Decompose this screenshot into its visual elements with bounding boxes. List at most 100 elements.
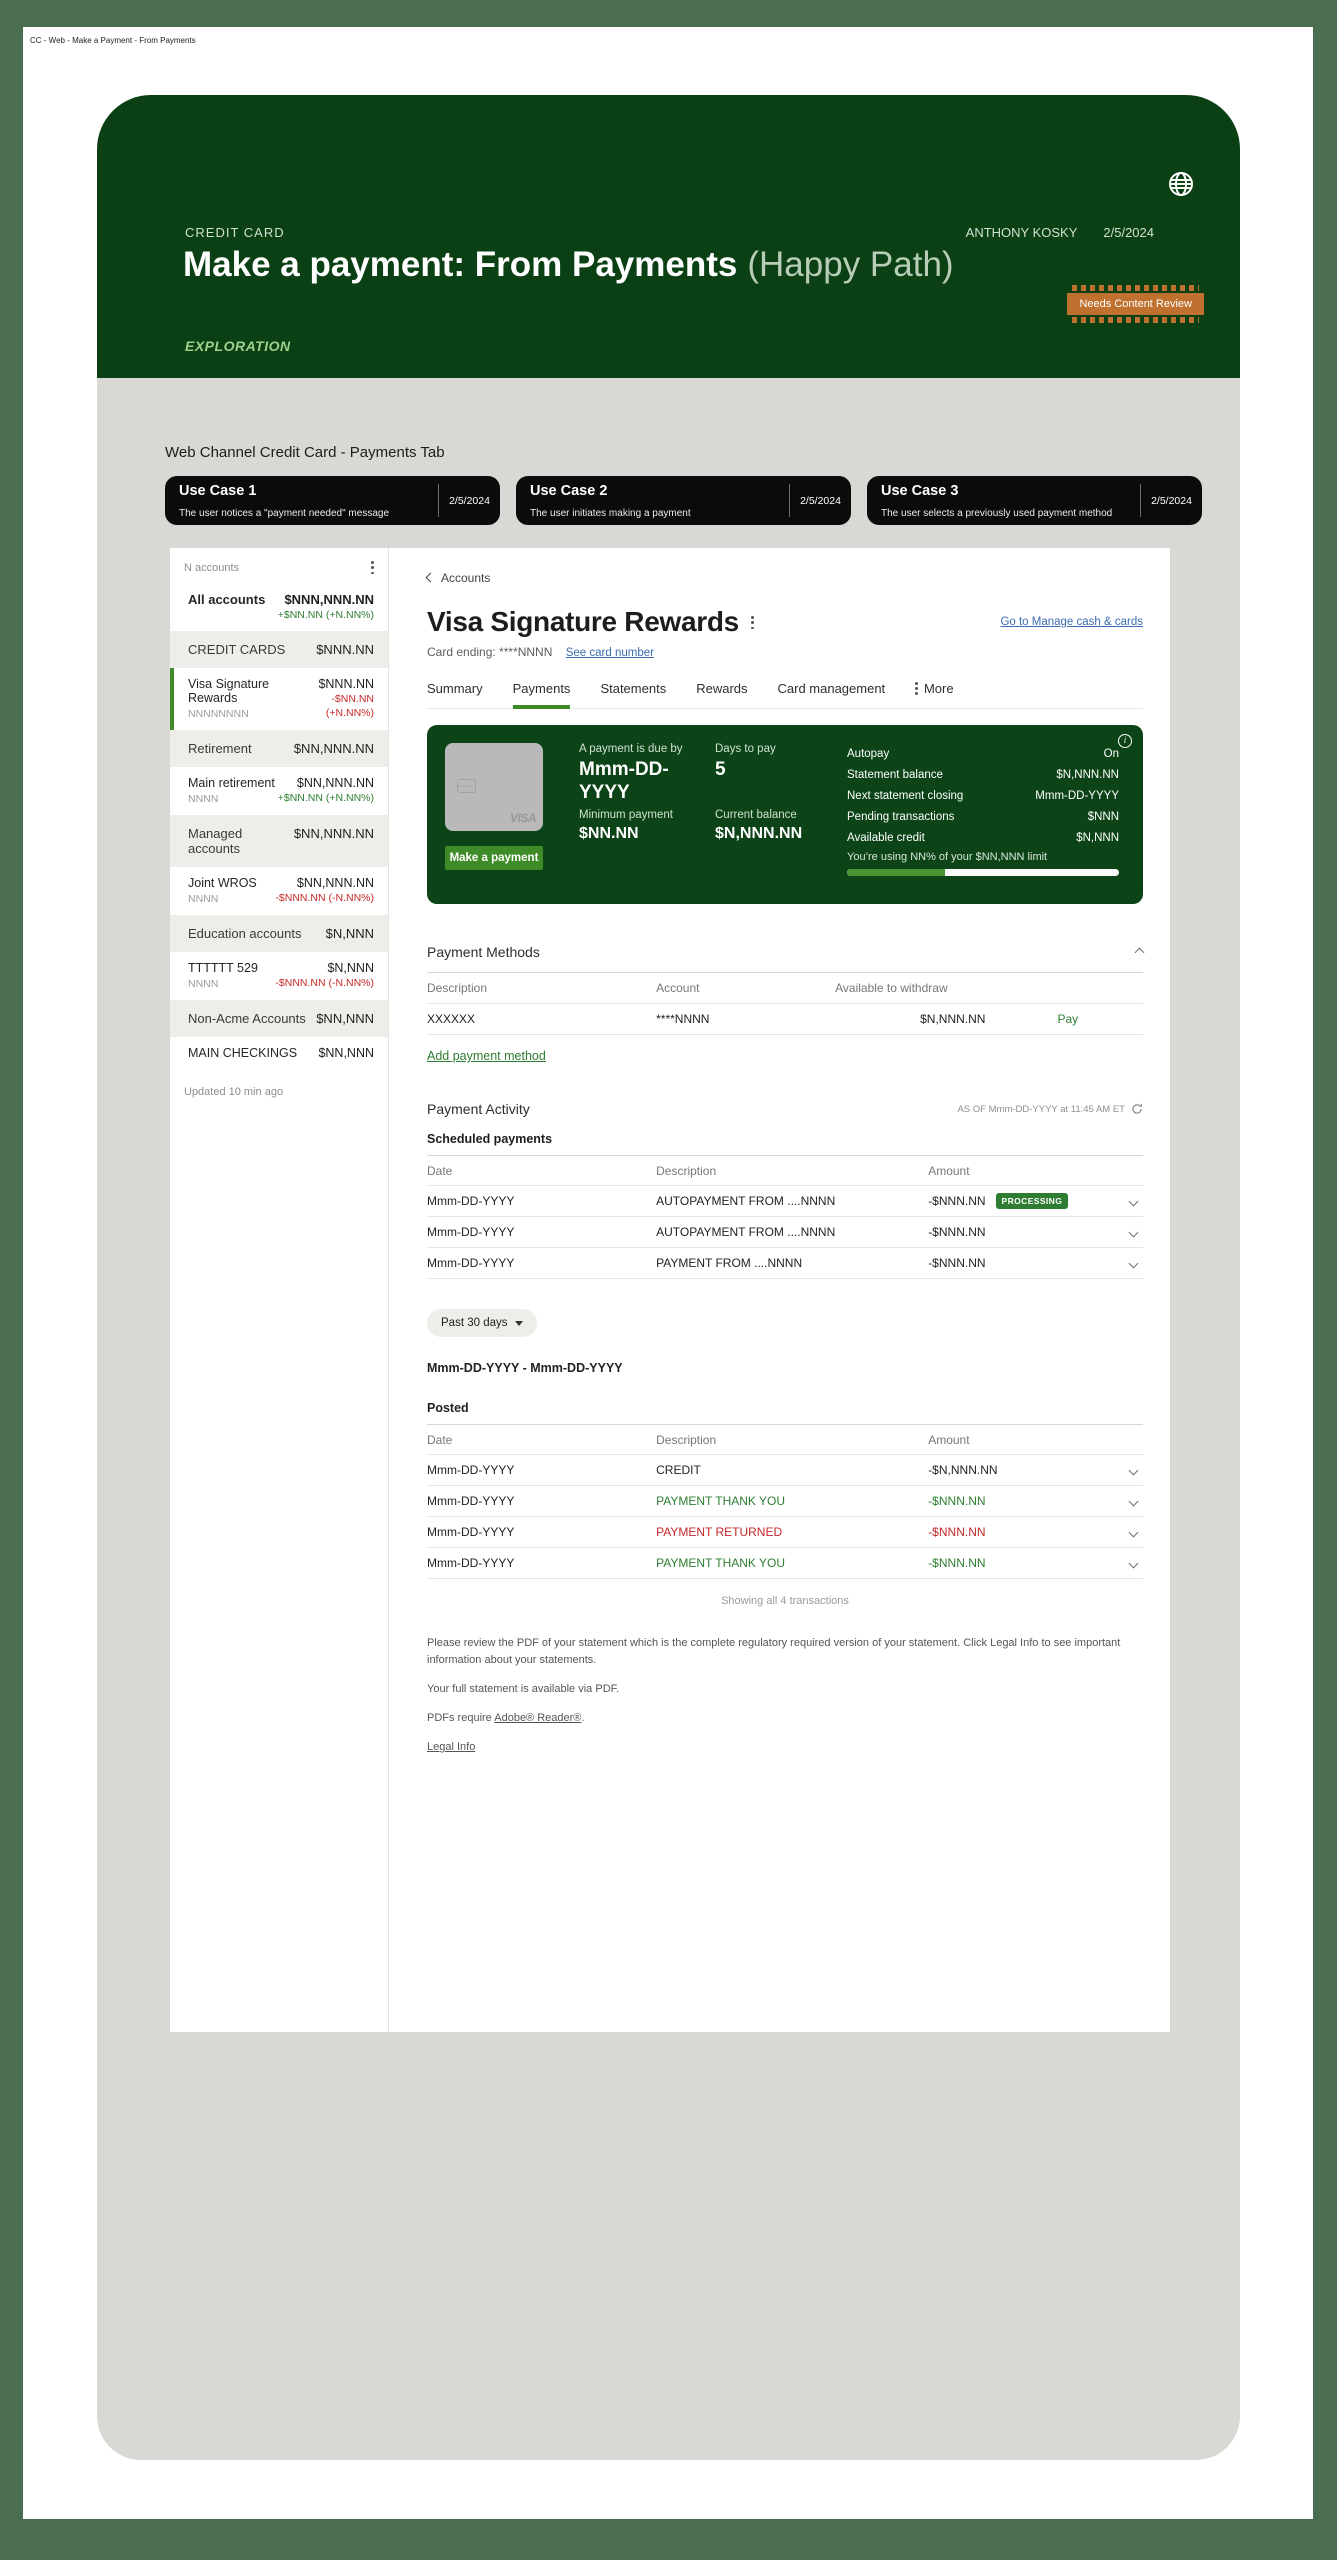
account-change: +$NN.NN (+N.NN%)	[277, 609, 374, 622]
account-value: $NN,NNN.NN	[296, 776, 374, 791]
current-balance-value: $N,NNN.NN	[715, 825, 803, 842]
chevron-down-icon[interactable]	[1128, 1527, 1139, 1537]
days-to-pay-value: 5	[715, 759, 726, 780]
method-description: XXXXXX	[427, 1012, 476, 1026]
amount: -$NNN.NN	[928, 1225, 986, 1239]
card-stats: Autopay On Statement balance $N,NNN.NN Nex…	[847, 743, 1119, 886]
sidebar-item-visa-signature-rewards[interactable]: Visa Signature Rewards NNNNNNNN $NNN.NN …	[170, 668, 388, 731]
sidebar-item-all-accounts[interactable]: All accounts $NNN,NNN.NN +$NN.NN (+N.NN%…	[188, 592, 374, 622]
posted-row[interactable]: Mmm-DD-YYYY CREDIT -$N,NNN.NN	[427, 1455, 1143, 1486]
col-date: Date	[427, 1163, 453, 1178]
posted-row[interactable]: Mmm-DD-YYYY PAYMENT RETURNED -$NNN.NN	[427, 1517, 1143, 1548]
scheduled-row[interactable]: Mmm-DD-YYYY AUTOPAYMENT FROM ....NNNN -$…	[427, 1186, 1143, 1217]
group-value: $NN,NNN.NN	[293, 826, 374, 842]
use-case-card-1: Use Case 1 The user notices a "payment n…	[165, 476, 500, 525]
payment-activity-section: Payment Activity AS OF Mmm-DD-YYYY at 11…	[427, 1101, 1143, 1607]
scheduled-payments-table: Date Description Amount Mmm-DD-YYYY AUTO…	[427, 1155, 1143, 1279]
posted-row[interactable]: Mmm-DD-YYYY PAYMENT THANK YOU -$NNN.NN	[427, 1486, 1143, 1517]
tab-payments[interactable]: Payments	[512, 681, 571, 709]
method-account: ****NNNN	[656, 1012, 710, 1026]
stat-label: Next statement closing	[847, 789, 964, 802]
col-account: Account	[656, 981, 700, 995]
account-change-pct: (+N.NN%)	[325, 707, 374, 720]
group-value: $NNN.NN	[316, 642, 374, 658]
minimum-payment-value: $NN.NN	[579, 825, 639, 842]
scheduled-row[interactable]: Mmm-DD-YYYY PAYMENT FROM ....NNNN -$NNN.…	[427, 1248, 1143, 1279]
col-amount: Amount	[928, 1432, 970, 1447]
pay-link[interactable]: Pay	[1057, 1012, 1079, 1026]
sidebar-group-non-acme-accounts[interactable]: Non-Acme Accounts $NN,NNN	[170, 1000, 388, 1038]
account-title: Visa Signature Rewards	[427, 606, 739, 637]
account-value: $NNN.NN	[318, 677, 374, 692]
sidebar-item-joint-wros[interactable]: Joint WROS NNNN $NN,NNN.NN -$NNN.NN (-N.…	[188, 876, 374, 906]
account-number: NNNN	[188, 893, 219, 906]
see-card-number-link[interactable]: See card number	[565, 647, 654, 659]
tab-rewards[interactable]: Rewards	[696, 681, 748, 696]
use-case-date: 2/5/2024	[789, 484, 851, 517]
as-of-timestamp: AS OF Mmm-DD-YYYY at 11:45 AM ET	[957, 1103, 1125, 1115]
days-to-pay-label: Days to pay	[715, 743, 776, 755]
legal-info-link[interactable]: Legal Info	[427, 1741, 476, 1754]
chevron-up-icon[interactable]	[1134, 947, 1145, 957]
use-case-card-3: Use Case 3 The user selects a previously…	[867, 476, 1202, 525]
sidebar-item-main-checkings[interactable]: MAIN CHECKINGS $NN,NNN	[188, 1046, 374, 1061]
add-payment-method-link[interactable]: Add payment method	[427, 1049, 546, 1063]
chevron-down-icon[interactable]	[1128, 1465, 1139, 1475]
disclaimer-text: Please review the PDF of your statement …	[427, 1637, 1121, 1667]
credit-usage-bar	[847, 869, 1119, 876]
design-stage: Web Channel Credit Card - Payments Tab U…	[97, 378, 1240, 2460]
accounts-count-label: N accounts	[184, 561, 240, 574]
tab-statements[interactable]: Statements	[600, 681, 667, 696]
manage-cash-cards-link[interactable]: Go to Manage cash & cards	[1000, 616, 1143, 628]
adobe-reader-link[interactable]: Adobe® Reader®	[494, 1712, 582, 1725]
sidebar-group-managed-accounts[interactable]: Managed accounts $NN,NNN.NN	[170, 815, 388, 868]
chevron-down-icon[interactable]	[1128, 1227, 1139, 1237]
tab-card-management[interactable]: Card management	[777, 681, 886, 696]
amount: -$NNN.NN	[928, 1494, 986, 1508]
col-description: Description	[656, 1163, 717, 1178]
posted-row[interactable]: Mmm-DD-YYYY PAYMENT THANK YOU -$NNN.NN	[427, 1548, 1143, 1579]
stat-value: Mmm-DD-YYYY	[1035, 789, 1119, 802]
sidebar-group-education-accounts[interactable]: Education accounts $N,NNN	[170, 915, 388, 953]
sidebar-updated-note: Updated 10 min ago	[184, 1086, 284, 1099]
date-range-filter[interactable]: Past 30 days	[427, 1309, 538, 1337]
make-a-payment-button[interactable]: Make a payment	[445, 846, 543, 870]
amount: -$NNN.NN	[928, 1256, 986, 1270]
tab-more[interactable]: More	[915, 681, 954, 696]
account-value: $N,NNN	[327, 961, 374, 976]
chevron-down-icon[interactable]	[1128, 1196, 1139, 1206]
account-main-pane: Accounts Visa Signature Rewards Go to Ma…	[389, 548, 1170, 2032]
kebab-icon[interactable]	[371, 561, 374, 575]
chevron-down-icon[interactable]	[1128, 1258, 1139, 1268]
back-to-accounts-link[interactable]: Accounts	[425, 571, 490, 585]
credit-usage-note: You’re using NN% of your $NN,NNN limit	[847, 851, 1048, 863]
info-icon[interactable]: i	[1118, 734, 1132, 748]
payment-activity-title: Payment Activity	[427, 1101, 530, 1117]
group-value: $N,NNN	[325, 926, 374, 942]
kebab-icon[interactable]	[750, 616, 754, 630]
card-chip-icon	[457, 779, 476, 793]
accounts-sidebar: N accounts All accounts $NNN,NNN.NN +$NN…	[170, 548, 389, 2032]
account-change: -$NN.NN	[331, 693, 374, 706]
stat-label: Pending transactions	[847, 810, 955, 823]
chevron-down-icon[interactable]	[1128, 1558, 1139, 1568]
sidebar-group-credit-cards[interactable]: CREDIT CARDS $NNN.NN	[170, 631, 388, 669]
tab-summary[interactable]: Summary	[427, 681, 483, 696]
posted-table: Date Description Amount Mmm-DD-YYYY CRED…	[427, 1424, 1143, 1579]
date-range-label: Mmm-DD-YYYY - Mmm-DD-YYYY	[427, 1361, 623, 1375]
payment-methods-title: Payment Methods	[427, 944, 540, 960]
stage-section-title: Web Channel Credit Card - Payments Tab	[165, 444, 445, 461]
sidebar-item-529[interactable]: TTTTTT 529 NNNN $N,NNN -$NNN.NN (-N.NN%)	[188, 961, 374, 991]
account-number: NNNNNNNN	[188, 708, 249, 721]
sidebar-group-retirement[interactable]: Retirement $NN,NNN.NN	[170, 730, 388, 768]
stat-label: Statement balance	[847, 768, 943, 781]
chevron-down-icon[interactable]	[1128, 1496, 1139, 1506]
sidebar-item-main-retirement[interactable]: Main retirement NNNN $NN,NNN.NN +$NN.NN …	[188, 776, 374, 806]
chevron-left-icon	[425, 572, 436, 583]
stat-label: Available credit	[847, 831, 925, 844]
visa-logo: VISA	[509, 811, 537, 825]
dropdown-arrow-icon	[515, 1320, 524, 1326]
group-value: $NN,NNN.NN	[293, 741, 374, 757]
scheduled-row[interactable]: Mmm-DD-YYYY AUTOPAYMENT FROM ....NNNN -$…	[427, 1217, 1143, 1248]
refresh-icon[interactable]	[1131, 1103, 1143, 1115]
